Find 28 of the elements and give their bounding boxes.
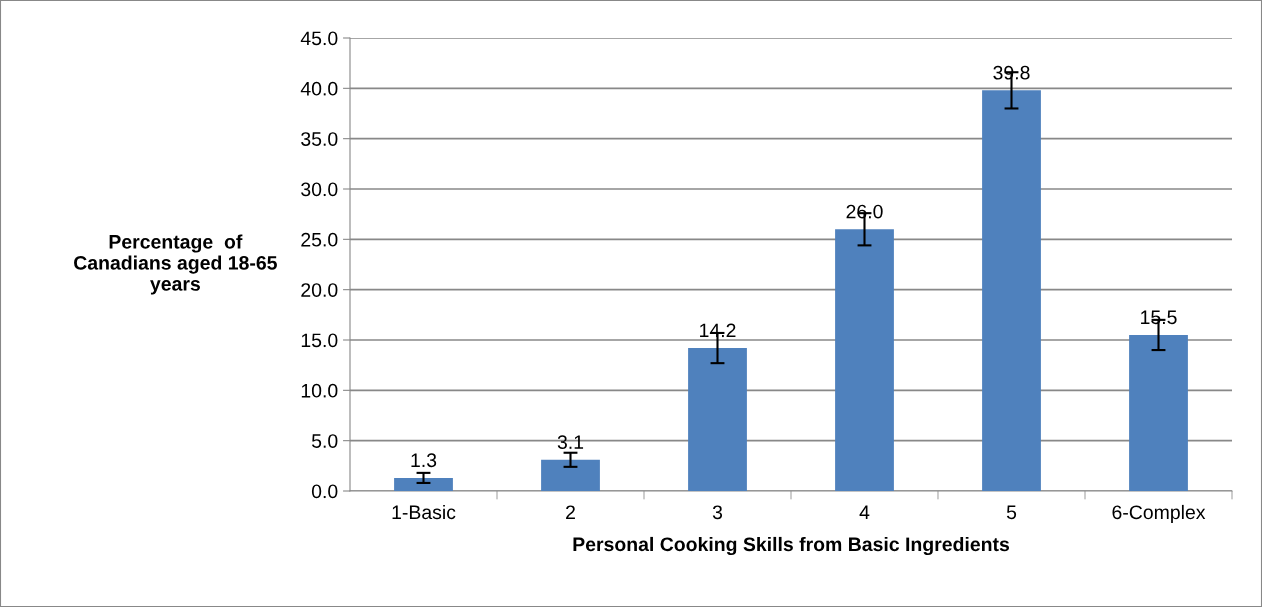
y-tick-label: 40.0 — [300, 81, 338, 96]
y-tick-label: 30.0 — [301, 182, 338, 197]
x-tick-label: 6-Complex — [1112, 504, 1206, 524]
bar — [1129, 334, 1188, 491]
y-tick-label: 45.0 — [300, 31, 338, 46]
x-axis-title: Personal Cooking Skills from Basic Ingredients — [573, 536, 1010, 556]
y-tick-label: 0.0 — [311, 484, 338, 499]
bar — [541, 459, 600, 491]
y-tick-label: 5.0 — [311, 434, 338, 448]
y-tick-label: 35.0 — [301, 132, 338, 146]
x-tick-label: 3 — [712, 505, 723, 520]
data-label: 1.3 — [411, 453, 437, 468]
x-tick-label: 5 — [1006, 505, 1017, 520]
x-tick-label: 1-Basic — [392, 504, 456, 520]
x-tick-label: 2 — [566, 505, 575, 519]
y-tick-label: 15.0 — [301, 333, 338, 348]
bar — [688, 348, 747, 491]
data-label: 15.5 — [1141, 310, 1177, 325]
bar — [982, 90, 1041, 491]
y-tick-label: 20.0 — [301, 283, 338, 297]
bar — [835, 229, 894, 491]
y-tick-label: 10.0 — [301, 383, 338, 398]
data-label: 3.1 — [557, 435, 584, 450]
x-tick-label: 4 — [859, 505, 870, 519]
y-tick-label: 25.0 — [301, 232, 338, 247]
y-axis-title: Percentage of Canadians aged 18-65 years — [74, 234, 277, 295]
bar — [394, 477, 453, 491]
data-label: 26.0 — [846, 204, 883, 219]
